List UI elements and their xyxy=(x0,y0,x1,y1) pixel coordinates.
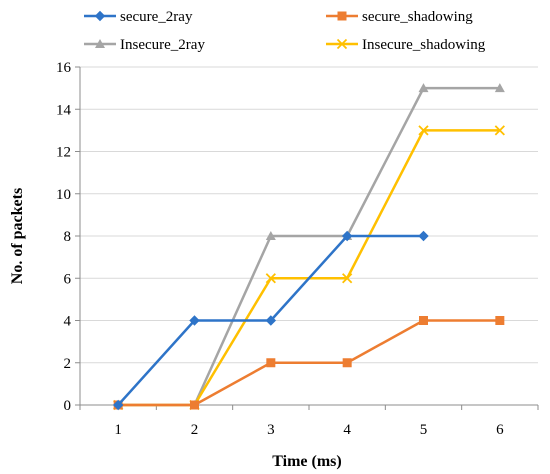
legend-marker xyxy=(336,38,348,50)
y-axis-title: No. of packets xyxy=(9,188,26,284)
data-point xyxy=(265,315,277,326)
series-Insecure_shadowing xyxy=(113,125,505,411)
y-tick-label: 8 xyxy=(64,229,72,245)
x-tick-label: 1 xyxy=(114,422,122,438)
legend-label: Insecure_2ray xyxy=(120,37,205,53)
data-point xyxy=(495,316,505,325)
series-secure_2ray xyxy=(112,230,429,411)
data-point xyxy=(418,83,429,93)
legend-marker xyxy=(94,10,106,22)
data-point xyxy=(112,399,124,411)
legend-label: Insecure_shadowing xyxy=(362,37,486,53)
legend: secure_2ray secure_shadowing Insecure_2ray… xyxy=(84,9,486,53)
x-tick-label: 5 xyxy=(420,422,428,438)
data-point xyxy=(266,358,276,368)
data-point xyxy=(342,358,352,368)
y-tick-label: 6 xyxy=(64,271,72,287)
y-tick-label: 0 xyxy=(64,398,72,414)
axes xyxy=(75,66,539,410)
legend-item-Insecure_shadowing: Insecure_shadowing xyxy=(326,37,486,53)
data-point xyxy=(418,230,429,242)
data-point xyxy=(265,273,276,284)
series-line xyxy=(118,86,500,407)
data-point xyxy=(494,83,505,93)
legend-item-secure_shadowing: secure_shadowing xyxy=(326,9,473,25)
legend-label: secure_shadowing xyxy=(362,9,473,25)
data-point xyxy=(342,273,353,284)
series-group xyxy=(112,83,505,411)
y-tick-label: 4 xyxy=(64,314,72,330)
data-point xyxy=(419,316,428,325)
x-tick-labels: 1 2 3 4 5 6 xyxy=(114,422,504,438)
data-point xyxy=(265,231,276,240)
gridlines xyxy=(80,66,538,364)
data-point xyxy=(189,315,200,326)
legend-item-secure_2ray: secure_2ray xyxy=(84,9,193,25)
y-tick-label: 16 xyxy=(56,60,72,76)
data-point xyxy=(418,125,429,136)
legend-label: secure_2ray xyxy=(120,9,193,25)
y-tick-label: 2 xyxy=(64,356,72,372)
y-tick-label: 10 xyxy=(56,187,71,203)
y-tick-label: 14 xyxy=(56,102,72,118)
y-tick-label: 12 xyxy=(56,145,71,161)
x-tick-label: 6 xyxy=(496,422,504,438)
data-point xyxy=(341,230,353,242)
x-tick-label: 4 xyxy=(343,422,351,438)
x-tick-label: 2 xyxy=(191,422,199,438)
legend-marker xyxy=(337,11,347,21)
legend-item-Insecure_2ray: Insecure_2ray xyxy=(84,37,205,53)
legend-marker xyxy=(95,39,105,48)
data-point xyxy=(190,400,199,410)
y-tick-labels: 0 2 4 6 8 10 12 14 16 xyxy=(56,60,72,414)
series-line xyxy=(118,319,500,407)
data-point xyxy=(494,125,505,136)
x-tick-label: 3 xyxy=(267,422,275,438)
series-Insecure_2ray xyxy=(113,83,505,409)
x-axis-title: Time (ms) xyxy=(272,453,341,470)
